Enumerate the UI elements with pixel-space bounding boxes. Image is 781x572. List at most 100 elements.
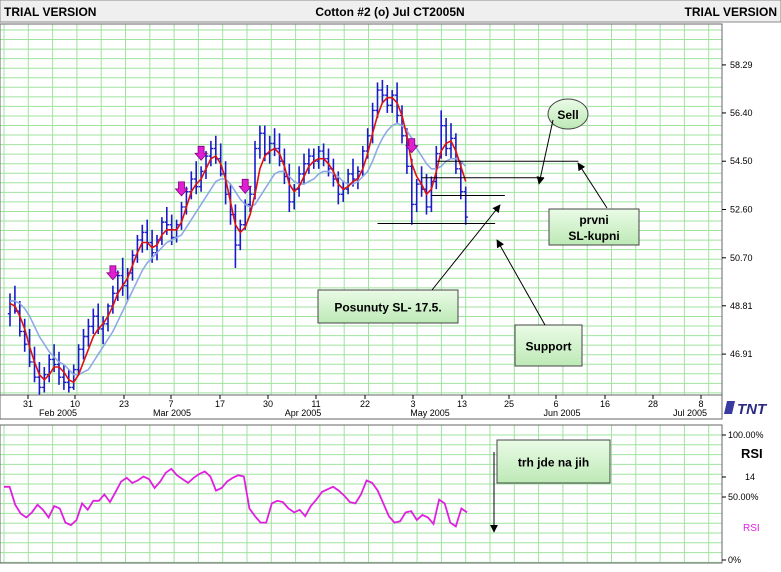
ohlc-bar	[375, 82, 380, 119]
sell-note-shape	[547, 98, 589, 130]
price-tick-label: 58.29	[730, 60, 753, 70]
price-tick-label: 56.40	[730, 108, 753, 118]
trh-note-line: trh jde na jih	[518, 456, 589, 470]
slow-moving-average-line	[10, 122, 467, 376]
ohlc-bar	[37, 361, 42, 395]
ohlc-bar	[380, 79, 385, 103]
header-title: Cotton #2 (o) Jul CT2005N	[315, 5, 464, 19]
ohlc-bar	[66, 369, 71, 393]
stop-loss-levels	[377, 160, 579, 224]
rsi-tick-label: 14	[745, 472, 755, 482]
ohlc-bar	[277, 133, 282, 167]
buy-arrow-icon	[194, 145, 208, 161]
rsi-tick-label: 100.00%	[728, 430, 764, 440]
trh-note: trh jde na jih	[496, 439, 611, 484]
prvni-sl-note-line: SL-kupni	[568, 229, 619, 243]
sell-note: Sell	[547, 98, 589, 130]
ohlc-bar	[208, 140, 214, 167]
day-tick-label: 6	[553, 399, 558, 409]
rsi-legend-label: RSI	[743, 523, 760, 534]
support-note-box	[514, 324, 583, 367]
price-tick-label: 46.91	[730, 349, 753, 359]
moving-averages	[9, 96, 467, 384]
ohlc-bar	[345, 168, 351, 195]
rsi-tick-label: 0%	[728, 555, 741, 565]
prvni-sl-pointer-arrow	[577, 162, 608, 209]
price-tick-label: 50.70	[730, 253, 753, 263]
month-label: Feb 2005	[39, 408, 77, 418]
header-left-label: TRIAL VERSION	[4, 5, 96, 19]
support-note-line: Support	[526, 340, 572, 354]
day-tick-label: 23	[119, 399, 129, 409]
ohlc-bar	[306, 148, 312, 174]
logo-mark-icon	[724, 401, 735, 414]
month-label: Apr 2005	[285, 408, 322, 418]
sell-note-text: Sell	[557, 108, 578, 122]
ohlc-bar	[414, 179, 419, 213]
buy-arrow-icon	[106, 265, 120, 281]
ohlc-bar	[463, 186, 468, 225]
ohlc-bar	[316, 145, 321, 169]
buy-arrow-icon	[404, 138, 419, 154]
ohlc-bar	[56, 351, 62, 385]
sell-note-line: Sell	[557, 108, 578, 122]
ohlc-bar	[91, 308, 96, 335]
time-axis: 31 10 23 7 17 30 11 22 3 13 25 6 16 28 8 Feb 2005 Mar 2…	[0, 394, 723, 420]
month-label: Jul 2005	[673, 408, 707, 418]
logo-text: TNT	[737, 401, 768, 418]
ohlc-bar	[86, 318, 91, 347]
ohlc-bar	[434, 145, 439, 190]
ohlc-bar	[22, 318, 27, 352]
prvni-sl-note: prvni SL-kupni	[548, 208, 640, 246]
ohlc-bar	[218, 143, 223, 177]
buy-signal-arrows	[106, 138, 419, 281]
fast-moving-average-line	[9, 96, 467, 384]
day-tick-label: 10	[70, 399, 80, 409]
day-tick-label: 22	[360, 399, 370, 409]
ohlc-bar	[61, 364, 67, 390]
sell-pointer-arrow	[536, 119, 554, 185]
ohlc-bar	[257, 125, 263, 159]
ohlc-bar	[140, 224, 145, 253]
ohlc-bar	[390, 90, 395, 113]
ohlc-bar	[76, 344, 81, 375]
price-y-axis: 58.29 56.40 54.50 52.60 50.70 48.81 46.91	[722, 60, 753, 359]
rsi-pane: 100.00% 14 50.00% 0% RSI RSI	[0, 424, 764, 565]
prvni-sl-note-line: prvni	[579, 213, 608, 227]
prvni-sl-note-text: prvni SL-kupni	[568, 213, 619, 243]
day-tick-label: 11	[311, 399, 320, 409]
day-tick-label: 31	[23, 399, 33, 409]
posunuty-sl-note-box	[317, 289, 459, 324]
tnt-logo: TNT	[724, 398, 778, 418]
trh-note-text: trh jde na jih	[518, 456, 589, 470]
rsi-series-line	[4, 467, 468, 528]
rsi-grid	[0, 425, 722, 563]
day-tick-label: 17	[215, 399, 225, 409]
header-right-label: TRIAL VERSION	[685, 5, 777, 19]
ohlc-bar	[409, 158, 414, 225]
price-tick-label: 54.50	[730, 156, 753, 166]
ohlc-bar	[301, 153, 307, 185]
month-label: Jun 2005	[543, 408, 580, 418]
ohlc-bar	[81, 328, 86, 360]
day-tick-label: 30	[263, 399, 273, 409]
ohlc-bar	[238, 219, 243, 251]
day-ticks: 31 10 23 7 17 30 11 22 3 13 25 6 16 28 8	[23, 395, 704, 409]
day-tick-label: 3	[410, 399, 415, 409]
day-tick-label: 25	[504, 399, 514, 409]
ohlc-bar	[443, 118, 449, 157]
time-axis-frame	[0, 394, 723, 420]
posunuty-sl-note-line: Posunuty SL- 17.5.	[334, 301, 441, 315]
support-note-text: Support	[526, 340, 572, 354]
day-tick-label: 13	[457, 399, 467, 409]
trh-note-box	[496, 439, 611, 484]
ohlc-bar	[194, 161, 199, 195]
prvni-sl-note-box	[548, 208, 640, 246]
day-tick-label: 8	[698, 399, 703, 409]
day-tick-label: 7	[168, 399, 173, 409]
month-label: Mar 2005	[153, 408, 191, 418]
rsi-line	[4, 467, 468, 528]
day-tick-label: 28	[648, 399, 658, 409]
